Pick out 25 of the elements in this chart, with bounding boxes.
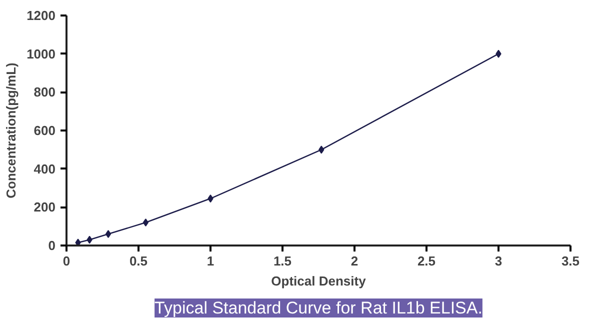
y-axis-title: Concentration(pg/mL) bbox=[4, 62, 19, 198]
x-tick-label: 2.5 bbox=[417, 254, 436, 268]
x-tick-label: 2 bbox=[350, 254, 358, 268]
x-tick-label: 0.5 bbox=[129, 254, 148, 268]
text: Typical Standard Curve for Rat IL1b ELISA. bbox=[154, 298, 482, 318]
point bbox=[75, 238, 81, 246]
y-tick-label: 600 bbox=[34, 123, 56, 138]
y-tick-label: 400 bbox=[34, 161, 56, 176]
x-tick-label: 1.5 bbox=[273, 254, 292, 268]
x-tick-label: 1 bbox=[206, 254, 214, 268]
x-tick-label: 3.5 bbox=[561, 254, 580, 268]
y-tick-label: 1000 bbox=[26, 46, 56, 62]
y-tick-label: 1200 bbox=[26, 8, 56, 23]
x-tick-label: 3 bbox=[494, 254, 502, 268]
point bbox=[86, 236, 92, 244]
point bbox=[318, 146, 324, 154]
point bbox=[142, 218, 149, 226]
y-tick-label: 200 bbox=[34, 200, 56, 215]
point bbox=[105, 230, 112, 238]
point bbox=[496, 50, 502, 58]
point bbox=[208, 194, 214, 203]
y-tick-label: 800 bbox=[34, 84, 56, 100]
y-tick-label: 0 bbox=[48, 238, 56, 253]
x-axis-title: Optical Density bbox=[271, 274, 367, 288]
x-tick-label: 0 bbox=[62, 254, 70, 268]
